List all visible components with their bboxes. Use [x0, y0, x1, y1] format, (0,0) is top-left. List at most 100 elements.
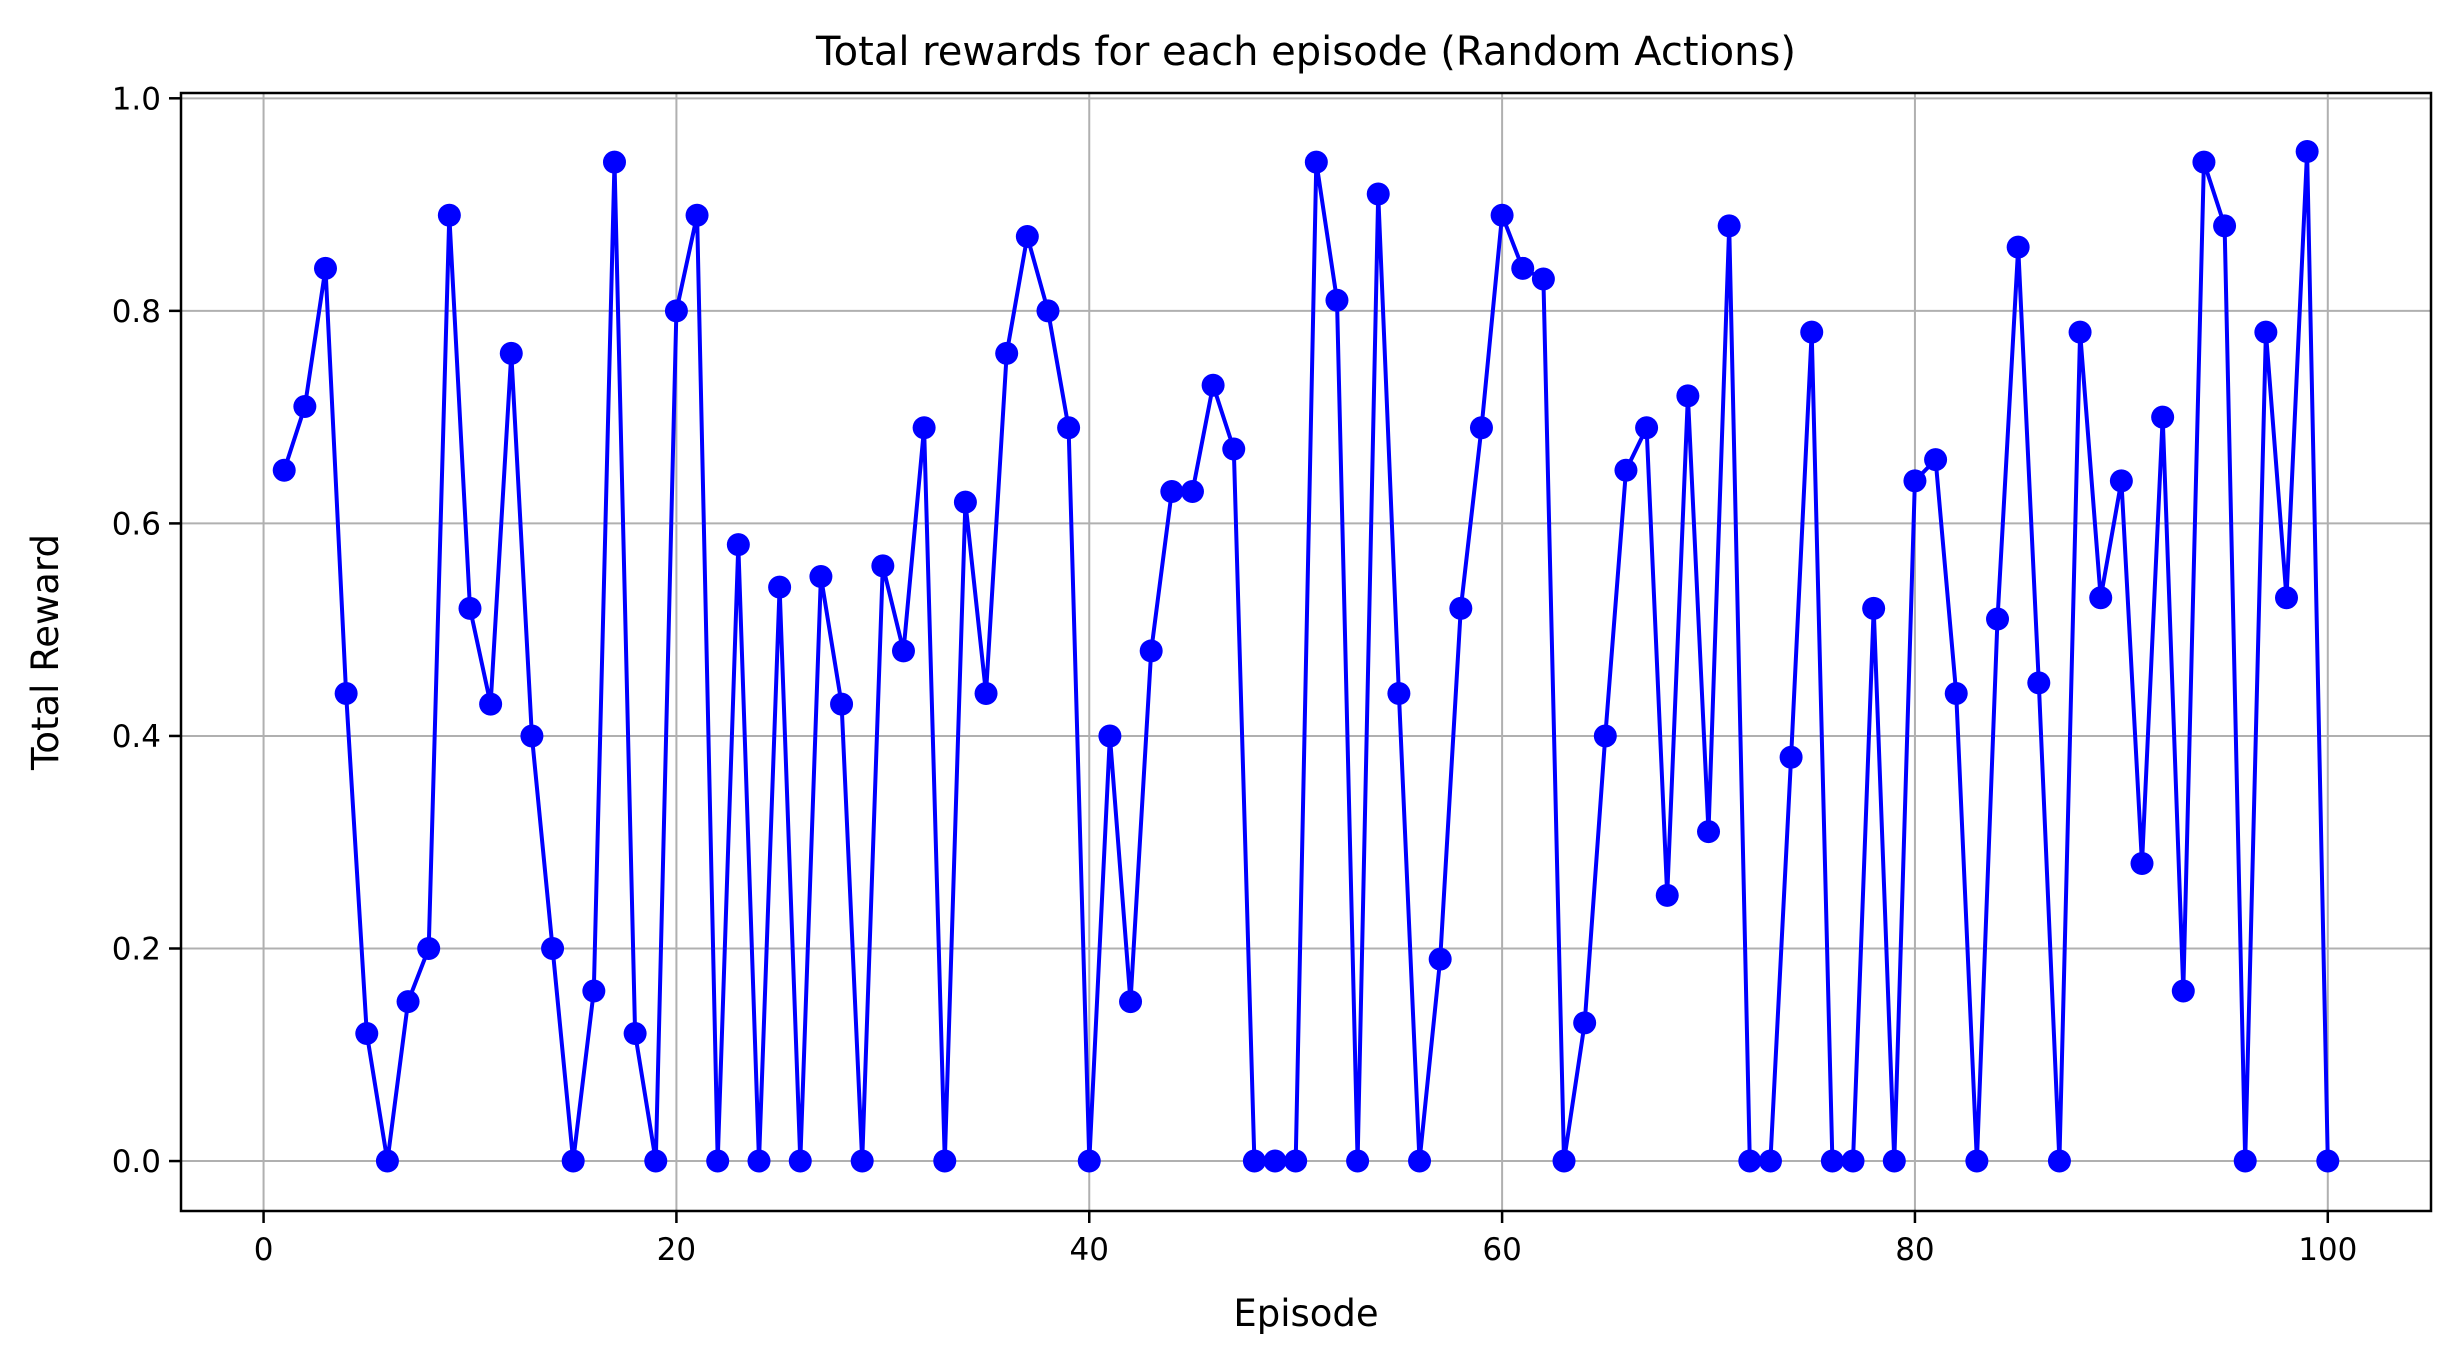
data-point: [272, 458, 296, 482]
data-point: [1242, 1149, 1266, 1173]
data-point: [1222, 437, 1246, 461]
data-point: [1511, 256, 1535, 280]
data-point: [891, 639, 915, 663]
data-point: [520, 724, 544, 748]
data-point: [313, 256, 337, 280]
x-tick-label: 40: [1070, 1232, 1109, 1268]
data-point: [2275, 586, 2299, 610]
data-point: [1697, 820, 1721, 844]
data-point: [1077, 1149, 1101, 1173]
data-point: [2192, 150, 2216, 174]
x-tick-label: 20: [657, 1232, 696, 1268]
x-tick-label: 0: [254, 1232, 274, 1268]
data-point: [1882, 1149, 1906, 1173]
data-point: [1944, 681, 1968, 705]
data-point: [1284, 1149, 1308, 1173]
y-axis-label: Total Reward: [24, 534, 67, 771]
data-point: [747, 1149, 771, 1173]
data-point: [1263, 1149, 1287, 1173]
data-point: [1655, 883, 1679, 907]
data-point: [2130, 851, 2154, 875]
data-point: [2109, 469, 2133, 493]
data-point: [2027, 671, 2051, 695]
data-point: [1387, 681, 1411, 705]
series-line-layer: [282, 149, 2330, 1164]
data-point: [1469, 416, 1493, 440]
y-tick-label: 0.4: [112, 719, 161, 755]
data-point: [1779, 745, 1803, 769]
data-point: [768, 575, 792, 599]
data-point: [1593, 724, 1617, 748]
data-point: [2047, 1149, 2071, 1173]
data-point: [2213, 214, 2237, 238]
data-point: [1119, 990, 1143, 1014]
data-point: [1903, 469, 1927, 493]
data-point: [726, 533, 750, 557]
data-point: [953, 490, 977, 514]
data-point: [602, 150, 626, 174]
data-point: [623, 1022, 647, 1046]
data-point: [685, 203, 709, 227]
y-tick-label: 1.0: [112, 81, 161, 117]
data-point: [809, 565, 833, 589]
data-point: [396, 990, 420, 1014]
data-point: [912, 416, 936, 440]
data-point: [1036, 299, 1060, 323]
data-point: [1552, 1149, 1576, 1173]
data-point: [561, 1149, 585, 1173]
data-point: [1449, 596, 1473, 620]
data-point: [974, 681, 998, 705]
data-point: [2171, 979, 2195, 1003]
data-point: [1635, 416, 1659, 440]
data-point: [1614, 458, 1638, 482]
x-tick-label: 80: [1895, 1232, 1934, 1268]
data-point: [1408, 1149, 1432, 1173]
data-point: [706, 1149, 730, 1173]
data-point: [293, 395, 317, 419]
x-tick-label: 100: [2298, 1232, 2357, 1268]
data-point: [1098, 724, 1122, 748]
data-point: [2316, 1149, 2340, 1173]
data-point: [788, 1149, 812, 1173]
data-point: [1573, 1011, 1597, 1035]
data-point: [1531, 267, 1555, 291]
data-point: [1490, 203, 1514, 227]
data-point: [1965, 1149, 1989, 1173]
data-point: [417, 937, 441, 961]
data-points: [272, 139, 2340, 1173]
data-point: [437, 203, 461, 227]
data-point: [1924, 448, 1948, 472]
data-point: [2068, 320, 2092, 344]
plot-frame: [179, 91, 2433, 1213]
data-point: [2295, 139, 2319, 163]
chart-title: Total rewards for each episode (Random A…: [815, 29, 1796, 75]
data-point: [850, 1149, 874, 1173]
data-point: [1346, 1149, 1370, 1173]
data-point: [1800, 320, 1824, 344]
data-point: [458, 596, 482, 620]
data-point: [2089, 586, 2113, 610]
data-point: [1676, 384, 1700, 408]
data-point: [1841, 1149, 1865, 1173]
data-point: [1428, 947, 1452, 971]
data-point: [1366, 182, 1390, 206]
data-point: [2006, 235, 2030, 259]
data-point: [1139, 639, 1163, 663]
data-point: [933, 1149, 957, 1173]
data-point: [1304, 150, 1328, 174]
data-point: [1180, 480, 1204, 504]
data-point: [1986, 607, 2010, 631]
data-point: [499, 341, 523, 365]
data-point: [871, 554, 895, 578]
data-point: [2254, 320, 2278, 344]
data-point: [1738, 1149, 1762, 1173]
data-point: [1160, 480, 1184, 504]
axis-ticks: 0 20 40 60 80 100 0.0 0.2 0.4 0.6 0.8 1.0: [112, 81, 2358, 1268]
data-point: [1201, 373, 1225, 397]
data-point: [1057, 416, 1081, 440]
data-point: [830, 692, 854, 716]
data-point: [664, 299, 688, 323]
data-point: [355, 1022, 379, 1046]
y-tick-label: 0.8: [112, 294, 161, 330]
